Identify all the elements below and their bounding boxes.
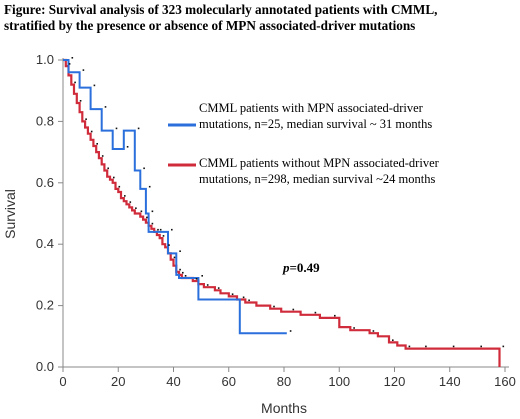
censor-mark <box>85 118 87 120</box>
x-tick-label: 20 <box>111 374 125 389</box>
y-tick-label: 0.0 <box>36 359 54 374</box>
censor-mark <box>68 63 71 65</box>
y-axis-label: Survival <box>2 189 18 239</box>
x-tick-label: 160 <box>494 374 516 389</box>
legend-label-with-mpn-line-2: mutations, n=25, median survival ~ 31 mo… <box>199 117 432 131</box>
y-tick-label: 0.8 <box>36 113 54 128</box>
chart-axes <box>62 58 509 368</box>
censor-mark <box>82 69 85 71</box>
censor-mark <box>151 222 154 225</box>
x-tick-label: 100 <box>328 374 350 389</box>
censor-mark <box>248 299 250 302</box>
censor-mark <box>179 268 181 271</box>
censor-marks <box>68 57 505 348</box>
curve-with-mpn <box>63 59 287 335</box>
censor-mark <box>79 100 82 102</box>
censor-mark <box>168 244 170 246</box>
censor-mark <box>118 185 121 188</box>
censor-mark <box>242 296 245 299</box>
censor-mark <box>124 195 126 197</box>
censor-mark <box>334 314 336 317</box>
censor-mark <box>179 250 181 252</box>
p-value-symbol: p <box>282 260 290 275</box>
figure-title-line-1: Figure: Survival analysis of 323 molecul… <box>4 2 438 17</box>
legend-label-without-mpn-line-2: mutations, n=298, median survival ~24 mo… <box>199 172 436 186</box>
x-tick-label: 140 <box>439 374 461 389</box>
x-tick-label: 120 <box>384 374 406 389</box>
censor-mark <box>408 345 411 348</box>
censor-mark <box>480 345 482 348</box>
chart-ticks: 0.0 0.2 0.4 0.6 0.8 1.0 0 20 40 60 80 100 120 140 160 <box>36 52 516 389</box>
censor-mark <box>93 84 96 87</box>
censor-mark <box>101 155 104 157</box>
censor-mark <box>195 278 198 280</box>
censor-mark <box>159 228 162 231</box>
figure-title-line-2: stratified by the presence or absence of… <box>4 18 416 33</box>
y-tick-label: 0.6 <box>36 175 54 190</box>
p-value-annotation: p=0.49 <box>282 260 320 275</box>
censor-mark <box>452 345 455 348</box>
censor-mark <box>71 57 74 59</box>
censor-mark <box>502 345 505 348</box>
legend: CMML patients with MPN associated-driver… <box>168 101 440 186</box>
censor-mark <box>151 210 154 213</box>
censor-mark <box>217 287 220 289</box>
legend-label-with-mpn-line-1: CMML patients with MPN associated-driver <box>199 101 424 115</box>
x-tick-label: 80 <box>277 374 291 389</box>
censor-mark <box>372 330 375 332</box>
censor-mark <box>115 127 118 130</box>
censor-mark <box>392 339 394 341</box>
y-tick-label: 1.0 <box>36 52 54 67</box>
censor-mark <box>90 130 93 133</box>
x-tick-label: 0 <box>59 374 66 389</box>
censor-mark <box>96 143 98 145</box>
censor-mark <box>126 146 129 148</box>
censor-mark <box>74 81 76 84</box>
x-tick-label: 40 <box>166 374 180 389</box>
censor-mark <box>113 176 115 179</box>
x-axis-label: Months <box>261 400 307 416</box>
censor-mark <box>206 284 209 286</box>
censor-mark <box>182 271 184 274</box>
y-tick-label: 0.4 <box>36 236 54 251</box>
p-value-number: =0.49 <box>290 260 321 275</box>
censor-mark <box>289 330 292 332</box>
censor-mark <box>292 308 295 311</box>
censor-mark <box>273 305 275 308</box>
censor-mark <box>104 106 107 108</box>
censor-mark <box>140 210 143 213</box>
censor-mark <box>425 345 427 348</box>
censor-mark <box>107 167 109 170</box>
censor-mark <box>135 207 137 209</box>
censor-mark <box>201 275 203 277</box>
censor-mark <box>157 228 159 231</box>
curve-without-mpn <box>63 58 501 367</box>
figure-title: Figure: Survival analysis of 323 molecul… <box>4 2 516 34</box>
chart-curves <box>63 58 501 367</box>
censor-mark <box>314 311 317 314</box>
censor-mark <box>137 127 140 130</box>
censor-mark <box>353 327 355 329</box>
legend-label-without-mpn-line-1: CMML patients without MPN associated-dri… <box>199 156 440 170</box>
censor-mark <box>129 201 132 203</box>
censor-mark <box>173 256 176 259</box>
censor-mark <box>162 235 165 237</box>
x-tick-label: 60 <box>222 374 236 389</box>
censor-mark <box>143 167 145 170</box>
y-tick-label: 0.2 <box>36 298 54 313</box>
censor-mark <box>146 216 148 219</box>
censor-mark <box>184 275 187 277</box>
censor-mark <box>171 228 173 231</box>
censor-mark <box>148 185 151 188</box>
censor-mark <box>231 293 234 295</box>
